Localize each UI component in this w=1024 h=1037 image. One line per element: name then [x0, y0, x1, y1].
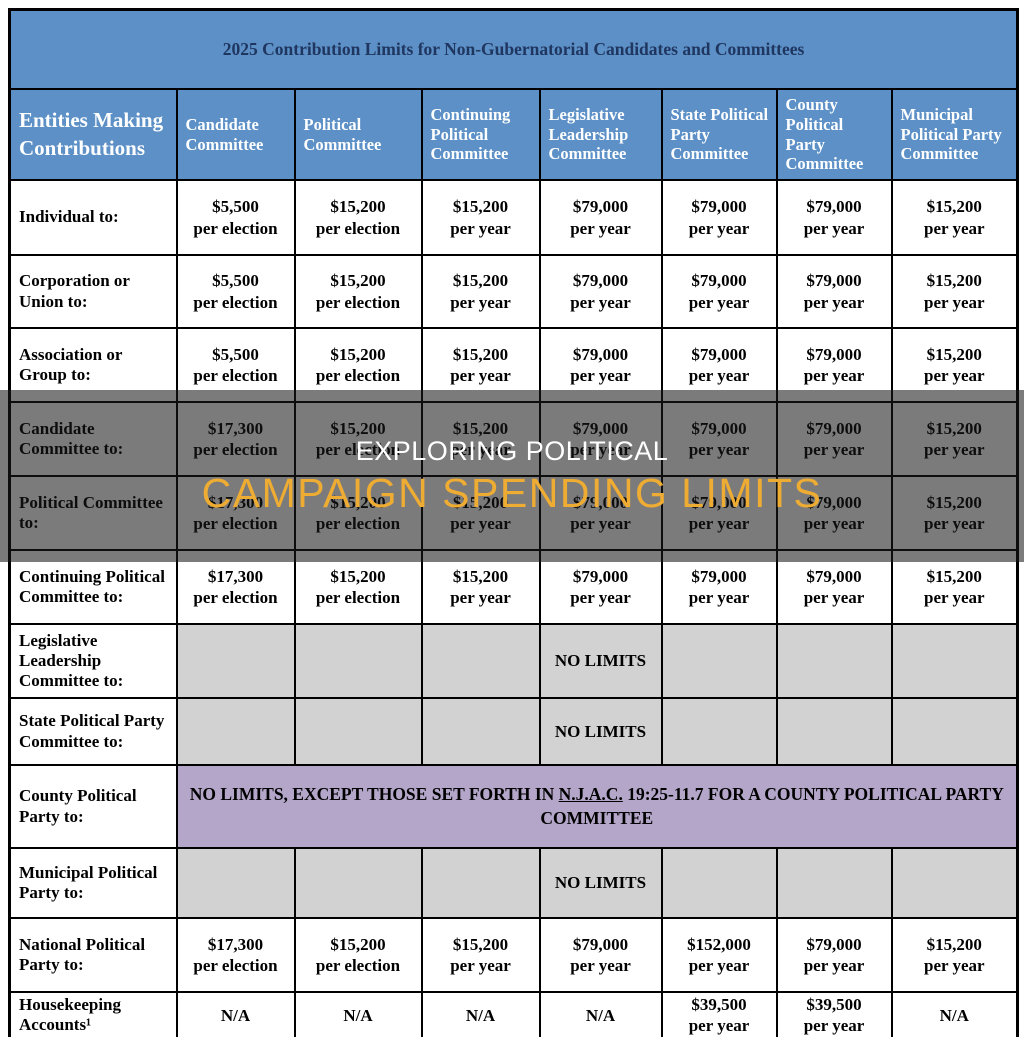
data-cell — [775, 623, 893, 699]
table-row: Legislative Leadership Committee to: NO L… — [8, 623, 1019, 699]
data-cell — [175, 623, 296, 699]
column-header-municipal-political-party-committee: Municipal Political Party Committee — [890, 88, 1019, 181]
data-cell: NO LIMITS — [538, 847, 663, 919]
column-header-continuing-political-committee: Continuing Political Committee — [420, 88, 541, 181]
row-label: Housekeeping Accounts¹ — [8, 991, 178, 1037]
data-cell — [775, 847, 893, 919]
data-cell — [420, 623, 541, 699]
data-cell: $15,200 per year — [890, 179, 1019, 256]
data-cell: $79,000 per year — [775, 917, 893, 993]
data-cell: $79,000 per year — [660, 179, 778, 256]
data-cell: $15,200 per election — [293, 179, 423, 256]
row-header-entities: Entities Making Contributions — [8, 88, 178, 181]
banner-title-line2: CAMPAIGN SPENDING LIMITS — [201, 469, 823, 516]
county-no-limits-note-cell: NO LIMITS, EXCEPT THOSE SET FORTH IN N.J… — [175, 764, 1019, 849]
data-cell: N/A — [538, 991, 663, 1037]
data-cell: NO LIMITS — [538, 623, 663, 699]
data-cell: $17,300 per election — [175, 917, 296, 993]
data-cell: $15,200 per year — [890, 254, 1019, 329]
data-cell — [890, 847, 1019, 919]
table-title-row: 2025 Contribution Limits for Non-Guberna… — [8, 8, 1019, 90]
column-header-candidate-committee: Candidate Committee — [175, 88, 296, 181]
data-cell — [175, 847, 296, 919]
data-cell: $39,500 per year — [660, 991, 778, 1037]
data-cell: N/A — [293, 991, 423, 1037]
data-cell: $15,200 per year — [890, 327, 1019, 403]
column-header-row: Entities Making Contributions Candidate … — [8, 88, 1019, 181]
data-cell: $79,000 per year — [660, 254, 778, 329]
data-cell: NO LIMITS — [538, 697, 663, 766]
banner-overlay: EXPLORING POLITICAL CAMPAIGN SPENDING LI… — [0, 390, 1024, 562]
row-label: Corporation or Union to: — [8, 254, 178, 329]
table-row: Individual to: $5,500 per election $15,200… — [8, 179, 1019, 256]
data-cell — [420, 697, 541, 766]
table-row: National Political Party to: $17,300 per … — [8, 917, 1019, 993]
row-label: County Political Party to: — [8, 764, 178, 849]
table-title: 2025 Contribution Limits for Non-Guberna… — [8, 8, 1019, 90]
data-cell: $39,500 per year — [775, 991, 893, 1037]
row-label: Municipal Political Party to: — [8, 847, 178, 919]
data-cell — [293, 697, 423, 766]
column-header-legislative-leadership-committee: Legislative Leadership Committee — [538, 88, 663, 181]
data-cell — [293, 847, 423, 919]
data-cell — [660, 623, 778, 699]
table-row: Housekeeping Accounts¹ N/A N/A N/A N/A $39,50… — [8, 991, 1019, 1037]
data-cell: N/A — [420, 991, 541, 1037]
banner-title-line1: EXPLORING POLITICAL — [355, 435, 669, 466]
data-cell: $79,000 per year — [775, 179, 893, 256]
row-label: State Political Party Committee to: — [8, 697, 178, 766]
data-cell — [660, 847, 778, 919]
data-cell — [420, 847, 541, 919]
data-cell: $15,200 per year — [420, 179, 541, 256]
data-cell: $15,200 per election — [293, 254, 423, 329]
data-cell: $79,000 per year — [538, 917, 663, 993]
data-cell — [293, 623, 423, 699]
data-cell: $15,200 per election — [293, 917, 423, 993]
data-cell — [890, 623, 1019, 699]
data-cell: $152,000 per year — [660, 917, 778, 993]
data-cell: N/A — [175, 991, 296, 1037]
row-label: Legislative Leadership Committee to: — [8, 623, 178, 699]
data-cell: $5,500 per election — [175, 179, 296, 256]
table-row: State Political Party Committee to: NO LI… — [8, 697, 1019, 766]
data-cell: $15,200 per year — [420, 917, 541, 993]
column-header-county-political-party-committee: County Political Party Committee — [775, 88, 893, 181]
row-label: Individual to: — [8, 179, 178, 256]
table-row: Municipal Political Party to: NO LIMITS — [8, 847, 1019, 919]
data-cell: $5,500 per election — [175, 254, 296, 329]
table-row: Corporation or Union to: $5,500 per elect… — [8, 254, 1019, 329]
row-label: National Political Party to: — [8, 917, 178, 993]
table-body: Individual to: $5,500 per election $15,200… — [8, 179, 1019, 1037]
data-cell: $15,200 per year — [890, 917, 1019, 993]
data-cell: $79,000 per year — [775, 254, 893, 329]
data-cell: $79,000 per year — [538, 254, 663, 329]
data-cell: $79,000 per year — [538, 179, 663, 256]
data-cell — [660, 697, 778, 766]
data-cell: N/A — [890, 991, 1019, 1037]
data-cell: $15,200 per year — [420, 254, 541, 329]
data-cell — [175, 697, 296, 766]
data-cell — [775, 697, 893, 766]
column-header-political-committee: Political Committee — [293, 88, 423, 181]
column-header-state-political-party-committee: State Political Party Committee — [660, 88, 778, 181]
data-cell — [890, 697, 1019, 766]
table-row: County Political Party to: NO LIMITS, EXC… — [8, 764, 1019, 849]
